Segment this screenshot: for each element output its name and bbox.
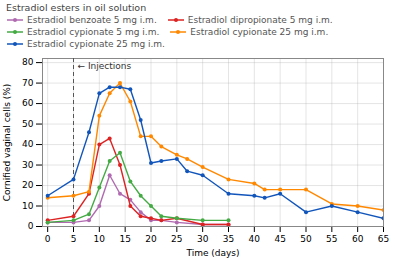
svg-text:50: 50 — [300, 234, 312, 244]
svg-text:30: 30 — [22, 160, 34, 170]
svg-text:10: 10 — [94, 234, 106, 244]
svg-text:5: 5 — [71, 234, 77, 244]
svg-text:20: 20 — [145, 234, 157, 244]
svg-text:50: 50 — [22, 119, 34, 129]
html-text:Estradiol esters in oil soluti: Estradiol esters in oil solution — [6, 2, 147, 13]
svg-text:10: 10 — [22, 201, 34, 211]
svg-text:30: 30 — [197, 234, 209, 244]
svg-text:65: 65 — [378, 234, 389, 244]
svg-text:40: 40 — [249, 234, 261, 244]
svg-text:70: 70 — [22, 78, 34, 88]
svg-text:80: 80 — [22, 57, 34, 67]
html-text:Estradiol cypionate 25 mg i.m.: Estradiol cypionate 25 mg i.m. — [190, 27, 329, 37]
html-text:Estradiol cypionate 5 mg i.m.: Estradiol cypionate 5 mg i.m. — [27, 27, 160, 37]
svg-text:0: 0 — [45, 234, 51, 244]
svg-text:0: 0 — [28, 221, 34, 231]
svg-text:15: 15 — [119, 234, 130, 244]
html-text:Estradiol cypionate 25 mg i.m.: Estradiol cypionate 25 mg i.m. — [27, 39, 165, 49]
svg-text:25: 25 — [171, 234, 182, 244]
svg-text:Cornified vaginal cells (%): Cornified vaginal cells (%) — [2, 84, 12, 202]
svg-text:Time (days): Time (days) — [185, 248, 239, 258]
svg-text:60: 60 — [22, 98, 34, 108]
svg-text:60: 60 — [352, 234, 364, 244]
html-text:Estradiol benzoate 5 mg i.m.: Estradiol benzoate 5 mg i.m. — [27, 15, 157, 25]
svg-text:45: 45 — [274, 234, 285, 244]
html-text:Estradiol dipropionate 5 mg i.: Estradiol dipropionate 5 mg i.m. — [187, 15, 333, 25]
svg-text:55: 55 — [326, 234, 337, 244]
svg-text:35: 35 — [223, 234, 234, 244]
svg-text:← Injections: ← Injections — [78, 61, 132, 71]
svg-text:40: 40 — [22, 139, 34, 149]
svg-text:20: 20 — [22, 180, 34, 190]
